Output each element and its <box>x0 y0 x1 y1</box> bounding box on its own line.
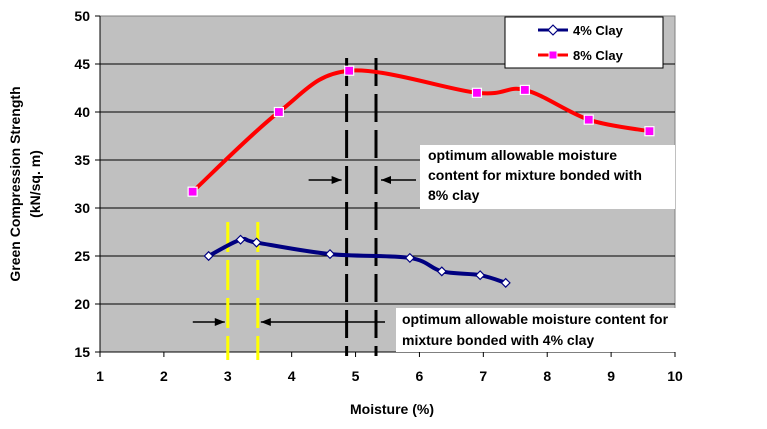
annotation-8-clay-line-3: 8% clay <box>428 187 480 203</box>
data-point-4-clay <box>235 234 246 245</box>
data-point-8-clay <box>583 114 594 125</box>
annotation-4-clay-line-1: optimum allowable moisture content for <box>402 311 669 327</box>
arrow-4-clay-right-head <box>260 318 271 326</box>
annotation-8-clay-bg <box>420 145 675 209</box>
data-point-4-clay <box>475 270 486 281</box>
arrow-8-clay-right-head <box>381 176 391 184</box>
data-point-8-clay <box>644 126 655 137</box>
annotation-4-clay-bg <box>396 308 767 352</box>
annotation-4-clay-line-2: mixture bonded with 4% clay <box>402 332 594 348</box>
legend: 4% Clay 8% Clay <box>504 16 664 69</box>
y-tick-label: 15 <box>74 344 90 360</box>
y-tick-label: 35 <box>74 152 90 168</box>
y-tick-label: 40 <box>74 104 90 120</box>
data-point-8-clay <box>471 87 483 98</box>
x-tick-label: 2 <box>160 368 168 384</box>
annotation-8-clay: optimum allowable moisture content for m… <box>420 145 675 209</box>
legend-label-8-clay: 8% Clay <box>573 48 624 63</box>
y-tick-label: 45 <box>74 56 90 72</box>
x-tick-label: 10 <box>667 368 683 384</box>
y-axis-title-line-1: Green Compression Strength <box>7 86 23 281</box>
x-tick-label: 3 <box>224 368 232 384</box>
y-tick-label: 50 <box>74 8 90 24</box>
y-tick-label: 25 <box>74 248 90 264</box>
data-point-8-clay <box>187 186 198 197</box>
data-point-8-clay <box>519 84 530 96</box>
x-tick-label: 6 <box>416 368 424 384</box>
y-tick-label: 30 <box>74 200 90 216</box>
legend-label-4-clay: 4% Clay <box>573 23 624 38</box>
data-point-8-clay <box>273 106 284 118</box>
y-axis-title-line-2: (kN/sq. m) <box>27 150 43 218</box>
annotation-4-clay: optimum allowable moisture content for m… <box>396 308 767 352</box>
data-point-4-clay <box>500 277 511 288</box>
data-point-4-clay <box>436 266 447 277</box>
series-group <box>187 65 655 288</box>
x-tick-label: 4 <box>288 368 296 384</box>
annotation-arrows <box>192 176 416 326</box>
data-point-4-clay <box>324 248 336 260</box>
data-point-4-clay <box>203 250 214 262</box>
annotation-8-clay-line-1: optimum allowable moisture <box>428 147 617 163</box>
x-axis-title: Moisture (%) <box>350 401 434 417</box>
x-tick-label: 8 <box>543 368 551 384</box>
legend-box <box>504 16 664 69</box>
arrow-8-clay-left-head <box>331 176 342 184</box>
data-point-4-clay <box>251 237 262 248</box>
data-point-4-clay <box>404 252 415 264</box>
annotation-8-clay-line-2: content for mixture bonded with <box>428 167 642 183</box>
x-tick-label: 9 <box>607 368 615 384</box>
y-axis-title: Green Compression Strength (kN/sq. m) <box>7 86 43 281</box>
y-axis-ticks: 15 20 25 30 35 40 45 50 <box>74 8 100 360</box>
x-axis-ticks: 1 2 3 4 5 6 7 8 9 10 <box>96 16 683 384</box>
x-tick-label: 1 <box>96 368 104 384</box>
x-tick-label: 7 <box>479 368 487 384</box>
y-tick-label: 20 <box>74 296 90 312</box>
arrow-4-clay-left-head <box>214 318 225 326</box>
legend-marker-8-clay <box>548 50 558 60</box>
legend-marker-4-clay <box>547 24 559 36</box>
x-tick-label: 5 <box>352 368 360 384</box>
data-point-8-clay <box>344 65 355 76</box>
